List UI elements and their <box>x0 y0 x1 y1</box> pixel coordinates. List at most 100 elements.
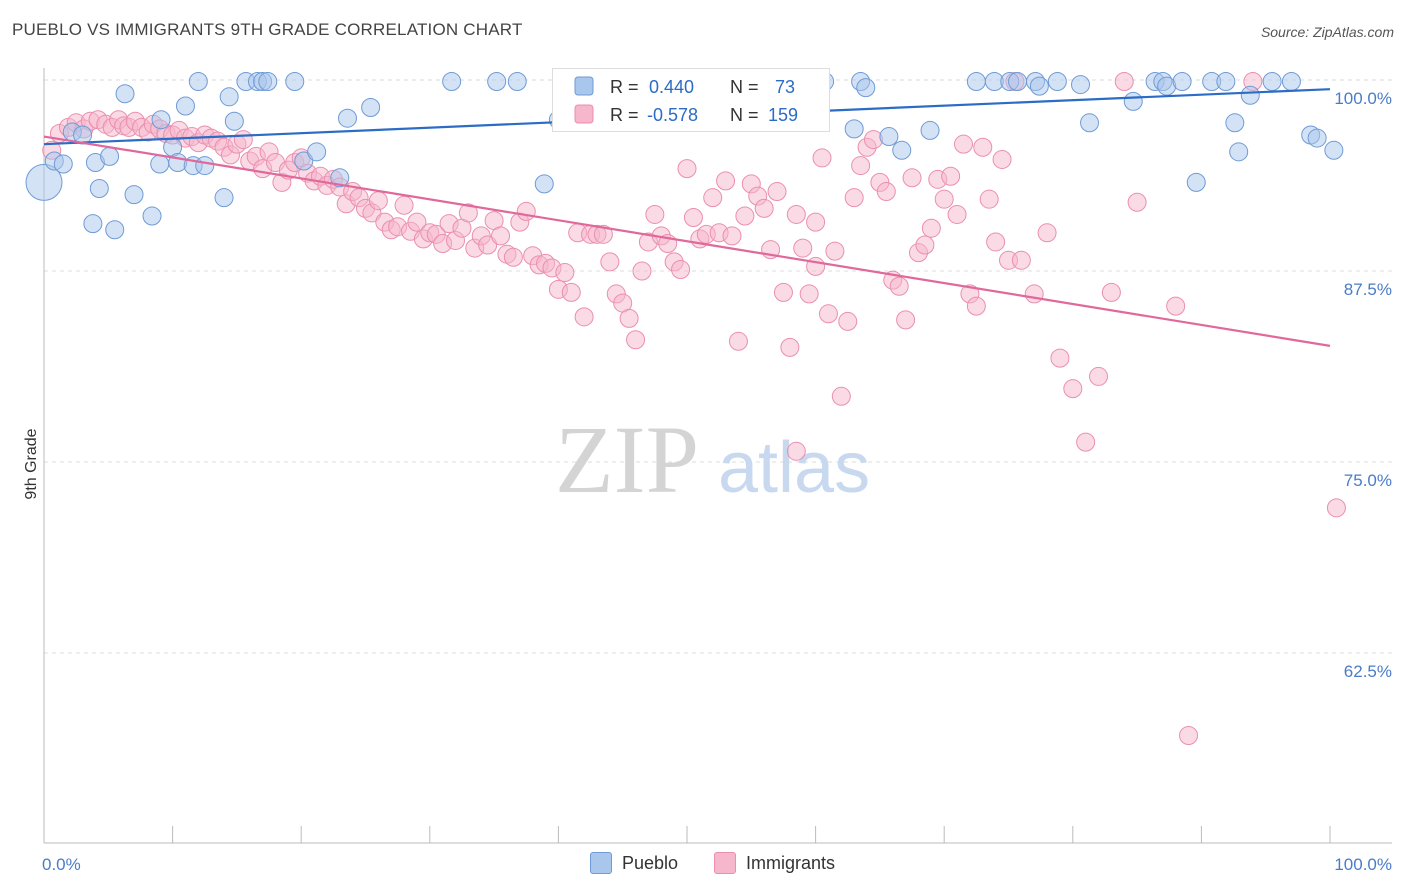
immigrants-point <box>889 276 909 296</box>
pueblo-point <box>25 163 63 201</box>
pueblo-point <box>151 110 171 130</box>
immigrants-point <box>1179 726 1199 746</box>
immigrants-point <box>677 159 697 179</box>
pueblo-point <box>100 146 120 166</box>
watermark-atlas: atlas <box>718 428 870 508</box>
immigrants-point <box>1050 348 1070 368</box>
immigrants-point <box>1127 192 1147 212</box>
immigrants-point <box>561 282 581 302</box>
immigrants-point <box>1011 250 1031 270</box>
immigrants-point <box>728 331 748 351</box>
pueblo-point <box>214 188 234 208</box>
immigrants-point <box>844 188 864 208</box>
pueblo-point <box>1172 72 1192 92</box>
immigrants-point <box>1101 282 1121 302</box>
legend-item-pueblo[interactable]: Pueblo <box>590 852 678 874</box>
legend-swatch-pueblo <box>590 852 612 874</box>
pueblo-point <box>307 142 327 162</box>
immigrants-point <box>683 208 703 228</box>
immigrants-point <box>825 241 845 261</box>
pueblo-point <box>53 154 73 174</box>
immigrants-point <box>671 259 691 279</box>
pueblo-point <box>1186 172 1206 192</box>
legend-r-value: -0.578 <box>647 105 698 125</box>
pueblo-point <box>258 72 278 92</box>
pueblo-point <box>966 72 986 92</box>
pueblo-point <box>337 108 357 128</box>
x-tick-label: 100.0% <box>1334 855 1392 874</box>
immigrants-point <box>458 203 478 223</box>
pueblo-point <box>195 156 215 176</box>
pueblo-point <box>1123 91 1143 111</box>
source-label: Source: ZipAtlas.com <box>1260 24 1394 40</box>
immigrants-point <box>773 282 793 302</box>
pueblo-point <box>105 220 125 240</box>
immigrants-point <box>799 284 819 304</box>
immigrants-point <box>722 226 742 246</box>
immigrants-point <box>986 232 1006 252</box>
immigrants-point <box>818 304 838 324</box>
immigrants-point <box>478 235 498 255</box>
immigrants-point <box>902 168 922 188</box>
pueblo-point <box>294 151 314 171</box>
y-axis-label: 9th Grade <box>23 428 40 499</box>
immigrants-point <box>735 206 755 226</box>
pueblo-point <box>920 120 940 140</box>
immigrants-point <box>786 441 806 461</box>
pueblo-point <box>142 206 162 226</box>
immigrants-point <box>600 252 620 272</box>
pueblo-point <box>1281 72 1301 92</box>
immigrants-point <box>516 201 536 221</box>
immigrants-point <box>992 149 1012 169</box>
legend-item-immigrants[interactable]: Immigrants <box>714 852 835 874</box>
pueblo-point <box>188 72 208 92</box>
series-legend: Pueblo Immigrants <box>0 852 1406 878</box>
pueblo-point <box>1071 75 1091 95</box>
pueblo-point <box>175 96 195 116</box>
legend-r-label: R = <box>610 105 639 125</box>
y-tick-label: 100.0% <box>1334 89 1392 108</box>
immigrants-point <box>407 212 427 232</box>
legend-swatch-pueblo <box>574 76 594 96</box>
immigrants-point <box>1326 498 1346 518</box>
pueblo-point <box>507 72 527 92</box>
immigrants-point <box>1063 379 1083 399</box>
immigrants-point <box>593 224 613 244</box>
watermark-zip: ZIP <box>555 406 699 513</box>
immigrants-point <box>1114 72 1134 92</box>
y-tick-labels: 100.0% 87.5% 75.0% 62.5% <box>1334 89 1392 681</box>
immigrants-point <box>941 166 961 186</box>
immigrants-point <box>953 134 973 154</box>
immigrants-point <box>812 148 832 168</box>
pueblo-point <box>73 125 93 145</box>
pueblo-point <box>1225 113 1245 133</box>
pueblo-point <box>224 111 244 131</box>
immigrants-point <box>619 308 639 328</box>
immigrants-point <box>1166 296 1186 316</box>
chart-title: PUEBLO VS IMMIGRANTS 9TH GRADE CORRELATI… <box>12 20 523 39</box>
legend-swatch-immigrants <box>714 852 736 874</box>
pueblo-point <box>1047 72 1067 92</box>
legend-r-value: 0.440 <box>649 77 694 97</box>
pueblo-point <box>1324 140 1344 160</box>
pueblo-point <box>150 154 170 174</box>
legend-r-label: R = <box>610 77 639 97</box>
immigrants-point <box>838 311 858 331</box>
pueblo-point <box>285 72 305 92</box>
legend-label-immigrants: Immigrants <box>746 852 836 873</box>
pueblo-point <box>1029 76 1049 96</box>
immigrants-point <box>973 137 993 157</box>
y-tick-label: 87.5% <box>1344 280 1392 299</box>
axes <box>43 68 1392 844</box>
immigrants-point <box>786 204 806 224</box>
immigrants-point <box>716 171 736 191</box>
immigrants-point <box>831 386 851 406</box>
immigrants-point <box>1037 223 1057 243</box>
immigrants-point <box>555 263 575 283</box>
legend-swatch-immigrants <box>574 104 594 124</box>
immigrants-point <box>626 330 646 350</box>
x-tick-label: 0.0% <box>42 855 81 874</box>
legend-n-value: 159 <box>768 105 798 125</box>
pueblo-point <box>124 185 144 205</box>
